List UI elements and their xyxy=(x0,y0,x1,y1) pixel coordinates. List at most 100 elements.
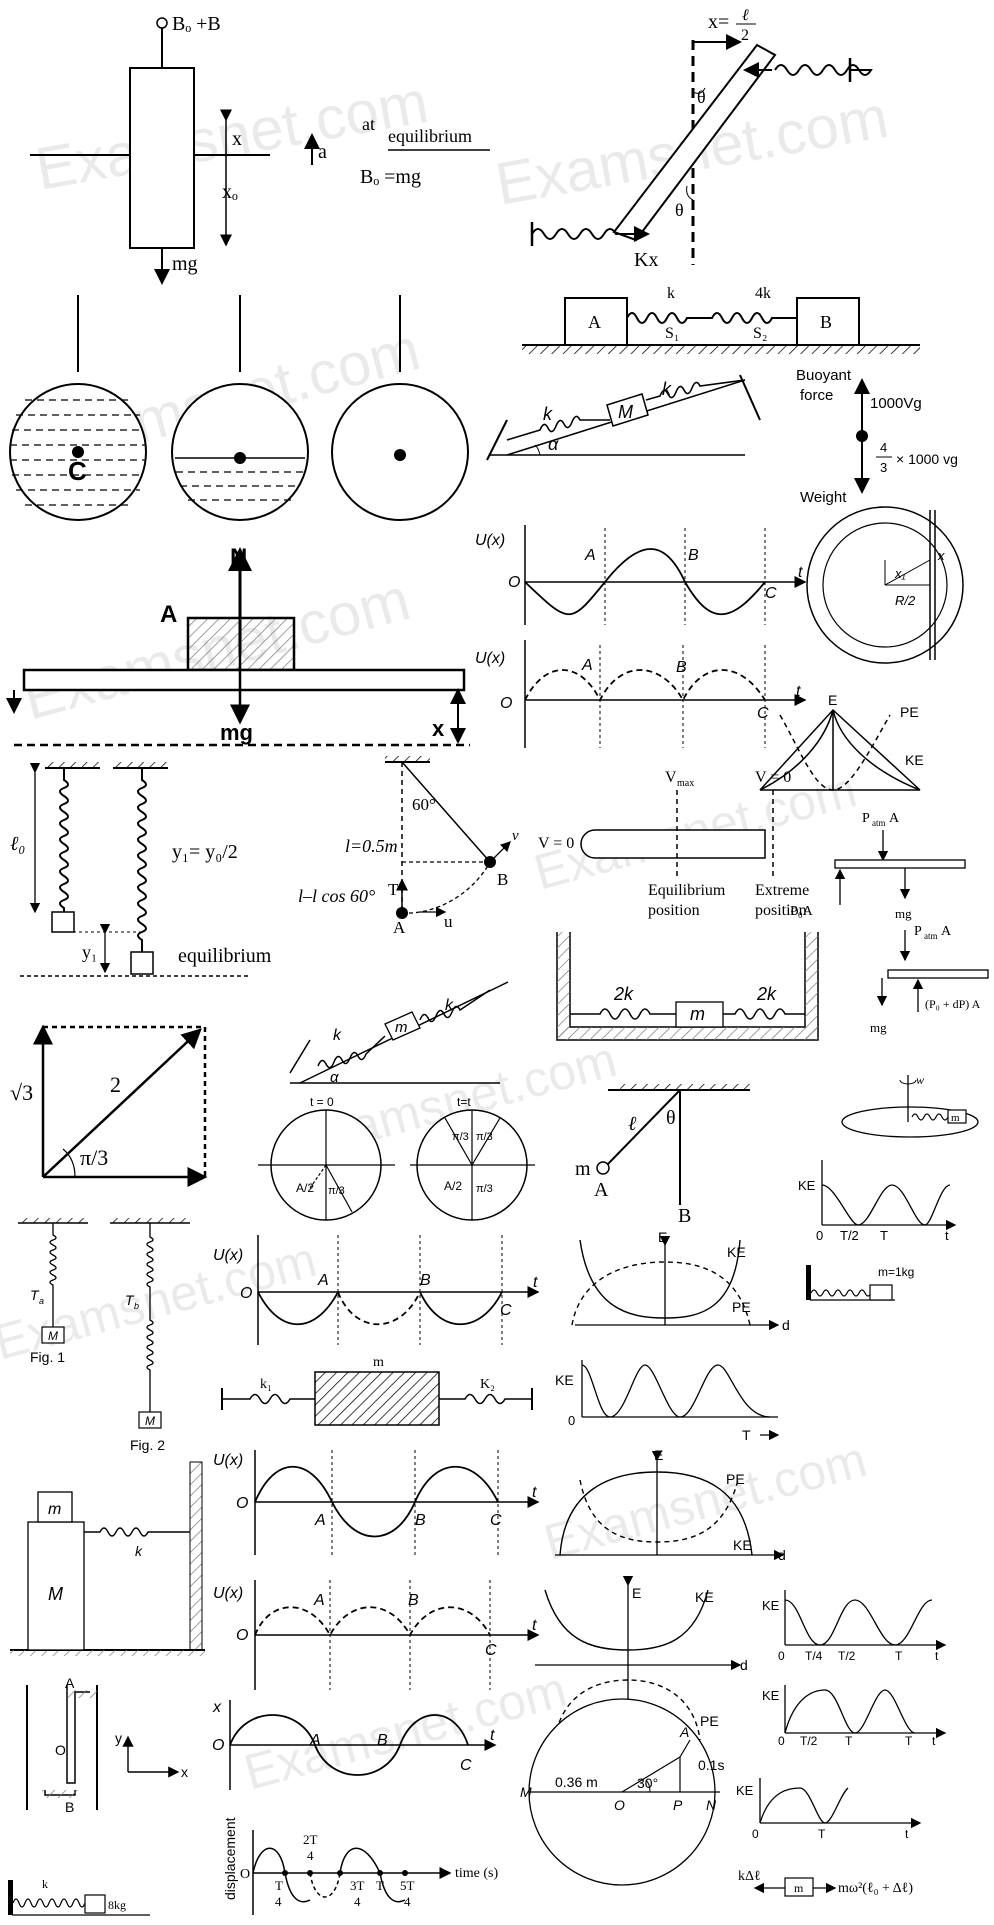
mass-label: m xyxy=(575,1158,591,1180)
point-b-label: B xyxy=(688,547,699,564)
mass-label: m=1kg xyxy=(878,1265,914,1279)
energy-distance-graph-2: E PE KE d xyxy=(555,1447,786,1563)
vmax-label: V xyxy=(665,769,677,786)
t5-den: 4 xyxy=(404,1894,411,1909)
t2-den: 4 xyxy=(307,1848,314,1863)
dp-label: (P₀ + dP) A xyxy=(925,997,981,1011)
k-right-label: k xyxy=(662,379,672,399)
ylabel: U(x) xyxy=(213,1247,243,1264)
point-c-label: C xyxy=(460,1757,472,1774)
ke-label: KE xyxy=(695,1589,714,1605)
equilibrium-label-2: position xyxy=(648,902,700,919)
spring-8kg-diagram: k 8kg xyxy=(8,1877,150,1916)
e-label: E xyxy=(654,1447,663,1463)
ylabel: U(x) xyxy=(213,1585,243,1602)
angle-label: 60° xyxy=(412,795,436,814)
length-label: ℓ xyxy=(628,1113,637,1135)
point-a-label: A xyxy=(393,918,406,937)
mass-fig1-label: M xyxy=(48,1329,58,1343)
pe-label: PE xyxy=(700,1713,719,1729)
block-a-label: A xyxy=(160,601,177,628)
svg-text:Examsnet.com: Examsnet.com xyxy=(538,1431,872,1571)
4k-label: 4k xyxy=(755,285,771,302)
tb-sub: b xyxy=(134,1301,139,1311)
point-a-label: A xyxy=(313,1592,325,1609)
x-label: x xyxy=(232,128,242,150)
point-b-label: B xyxy=(377,1732,388,1749)
energy-distance-graph-1: E KE PE d xyxy=(571,1229,790,1333)
potential-graph-5: U(x) O A B C t xyxy=(213,1580,540,1690)
k-right-label: k xyxy=(445,997,454,1014)
time-label: 0.1s xyxy=(698,1757,724,1773)
ke-pe-energy-graph: E PE KE xyxy=(759,692,924,791)
pendulum-2-diagram: m A B ℓ θ xyxy=(575,1084,750,1227)
t2-label: T/2 xyxy=(800,1734,818,1748)
potential-graph-4: U(x) O A B C t xyxy=(213,1450,540,1555)
height-label: l–l cos 60° xyxy=(298,886,375,906)
a2-label-2: A/2 xyxy=(444,1179,462,1193)
origin-label: O xyxy=(236,1495,248,1512)
fraction-num: 4 xyxy=(880,440,887,455)
ylabel: U(x) xyxy=(475,532,505,549)
ylabel: U(x) xyxy=(213,1452,243,1469)
l-label: ℓ xyxy=(742,7,749,24)
angle-label: π/3 xyxy=(80,1145,108,1170)
distance-label: 0.36 m xyxy=(555,1774,598,1790)
k-label: k xyxy=(135,1543,143,1559)
mass-label: 8kg xyxy=(108,1898,126,1912)
magnitude-label: 2 xyxy=(110,1072,121,1097)
point-a-label: A xyxy=(65,1675,75,1691)
svg-text:Examsnet.com: Examsnet.com xyxy=(238,1661,572,1801)
tension-label: T xyxy=(388,880,399,899)
tube-oscillation-diagram: V max V = 0 V = 0 Equilibrium position E… xyxy=(538,769,809,919)
at-label: at xyxy=(362,114,375,134)
n-label: N xyxy=(706,1797,717,1813)
pi3-label-2: π/3 xyxy=(452,1131,469,1143)
origin-label: O xyxy=(500,695,512,712)
pi3-label-3: π/3 xyxy=(476,1131,493,1143)
equation-label: Bₒ =mg xyxy=(360,166,421,188)
origin-label: O xyxy=(240,1285,252,1302)
block-b-label: B xyxy=(820,312,832,332)
fig2-label: Fig. 2 xyxy=(130,1437,165,1453)
weight-label: Weight xyxy=(800,489,847,506)
t3-num: 3T xyxy=(350,1878,365,1893)
axis-t-label: t xyxy=(532,1484,537,1501)
m-label: M xyxy=(520,1784,532,1800)
two-label: 2 xyxy=(741,27,749,44)
x0-label: xₒ xyxy=(222,181,238,203)
point-b-label: B xyxy=(420,1272,431,1289)
circle-projection-diagram: M 0.36 m 30° O P N A 0.1s xyxy=(520,1698,724,1886)
two-block-spring-diagram: A B k 4k S₁ S₂ xyxy=(522,285,920,354)
pendulum-diagram: 60° l=0.5m l–l cos 60° T A B u v xyxy=(298,756,519,937)
buoyant-label-2: force xyxy=(800,387,833,404)
equilibrium-label-1: Equilibrium xyxy=(648,882,726,899)
t0-label: t = 0 xyxy=(310,1095,334,1109)
ke-label: KE xyxy=(733,1537,752,1553)
buoyant-force-label: Bₒ +B xyxy=(172,13,221,35)
axis-t-label: t xyxy=(533,1274,538,1291)
k-left-label: k xyxy=(333,1027,342,1044)
mass-label: m xyxy=(373,1355,384,1370)
mg-label: mg xyxy=(220,720,253,745)
s2-label: S₂ xyxy=(753,325,767,342)
v0-left-label: V = 0 xyxy=(538,835,574,852)
point-c-label: C xyxy=(485,1642,497,1659)
point-a-label: A xyxy=(309,1732,321,1749)
t-axis-label: t xyxy=(490,1727,495,1744)
theta-top-label: θ xyxy=(697,87,706,107)
displacement-time-graph: x O A B C t xyxy=(212,1699,497,1790)
zero-label: 0 xyxy=(816,1228,823,1243)
t5-num: 5T xyxy=(400,1878,415,1893)
point-b-label: B xyxy=(676,659,687,676)
stacked-blocks-spring: m M k xyxy=(10,1461,205,1656)
zero-label: 0 xyxy=(568,1413,575,1428)
weight-label: mg xyxy=(172,253,198,275)
ta-sub: a xyxy=(39,1296,44,1306)
zero-label: 0 xyxy=(752,1827,759,1841)
d-label: d xyxy=(778,1547,786,1563)
point-a-label: A xyxy=(314,1512,326,1529)
point-b-label: B xyxy=(678,1205,691,1227)
t-label: t xyxy=(935,1649,939,1663)
t-label: t xyxy=(945,1228,949,1243)
